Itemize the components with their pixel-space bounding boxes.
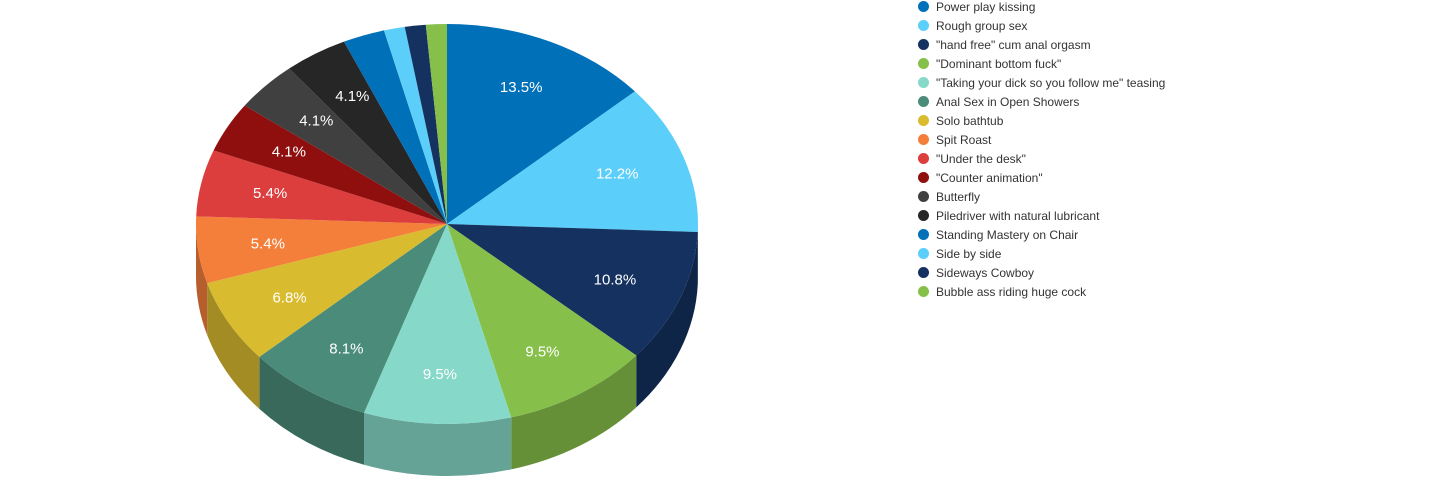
- pie-slice[interactable]: [196, 150, 447, 224]
- slice-percent-label: 4.1%: [272, 143, 306, 160]
- pie-slice[interactable]: [404, 24, 447, 224]
- legend-label: Butterfly: [936, 189, 981, 204]
- pie-slice[interactable]: [244, 68, 447, 224]
- legend-label: "hand free" cum anal orgasm: [936, 37, 1091, 52]
- legend-marker: [918, 115, 929, 126]
- legend-label: "Under the desk": [936, 151, 1026, 166]
- legend-label: Piledriver with natural lubricant: [936, 208, 1100, 223]
- pie-slice-side: [207, 283, 260, 409]
- legend-label: Side by side: [936, 246, 1002, 261]
- legend-marker: [918, 210, 929, 221]
- legend-marker: [918, 229, 929, 240]
- pie-slice[interactable]: [447, 91, 698, 232]
- legend-marker: [918, 172, 929, 183]
- legend-label: Solo bathtub: [936, 113, 1004, 128]
- legend-item[interactable]: Anal Sex in Open Showers: [918, 92, 1165, 111]
- pie-slice[interactable]: [195, 216, 447, 284]
- legend-item[interactable]: Bubble ass riding huge cock: [918, 282, 1165, 301]
- slice-percent-label: 13.5%: [500, 79, 543, 96]
- legend-marker: [918, 96, 929, 107]
- legend-label: "Dominant bottom fuck": [936, 56, 1062, 71]
- legend-label: Power play kissing: [936, 0, 1036, 14]
- pie-slice[interactable]: [289, 41, 447, 224]
- pie-slice[interactable]: [343, 30, 447, 224]
- legend-marker: [918, 134, 929, 145]
- legend-label: Bubble ass riding huge cock: [936, 284, 1087, 299]
- legend-item[interactable]: "Under the desk": [918, 149, 1165, 168]
- legend-item[interactable]: Solo bathtub: [918, 111, 1165, 130]
- legend-marker: [918, 1, 929, 12]
- pie-slice-side: [259, 356, 365, 465]
- legend-label: Rough group sex: [936, 18, 1028, 33]
- slice-percent-label: 4.1%: [299, 112, 333, 129]
- slice-percent-label: 10.8%: [594, 271, 637, 288]
- slice-percent-label: 12.2%: [596, 166, 639, 183]
- pie-slice[interactable]: [364, 224, 512, 425]
- legend-item[interactable]: Side by side: [918, 244, 1165, 263]
- legend-item[interactable]: "hand free" cum anal orgasm: [918, 35, 1165, 54]
- legend-item[interactable]: "Dominant bottom fuck": [918, 54, 1165, 73]
- legend-item[interactable]: Rough group sex: [918, 16, 1165, 35]
- slice-percent-label: 8.1%: [329, 341, 363, 358]
- legend-marker: [918, 39, 929, 50]
- legend-item[interactable]: Spit Roast: [918, 130, 1165, 149]
- chart-legend: Power play kissing Rough group sex "hand f…: [918, 0, 1165, 301]
- legend-label: Standing Mastery on Chair: [936, 227, 1079, 242]
- legend-marker: [918, 153, 929, 164]
- pie-slice[interactable]: [447, 224, 698, 356]
- slice-percent-label: 9.5%: [423, 366, 457, 383]
- legend-marker: [918, 191, 929, 202]
- pie-slice-side: [511, 355, 637, 470]
- legend-item[interactable]: "Counter animation": [918, 168, 1165, 187]
- pie-slice-side: [636, 231, 698, 408]
- slice-percent-label: 9.5%: [525, 343, 559, 360]
- legend-label: "Taking your dick so you follow me" teas…: [936, 75, 1166, 90]
- legend-marker: [918, 267, 929, 278]
- legend-item[interactable]: "Taking your dick so you follow me" teas…: [918, 73, 1165, 92]
- pie-slice[interactable]: [447, 224, 637, 418]
- pie-slice[interactable]: [207, 224, 447, 357]
- pie-slice-side: [196, 224, 208, 336]
- legend-item[interactable]: Piledriver with natural lubricant: [918, 206, 1165, 225]
- legend-label: Anal Sex in Open Showers: [936, 94, 1080, 109]
- legend-marker: [918, 20, 929, 31]
- legend-marker: [918, 286, 929, 297]
- pie-slice-side: [364, 412, 512, 476]
- legend-item[interactable]: Power play kissing: [918, 0, 1165, 16]
- pie-slice[interactable]: [259, 224, 447, 413]
- pie-slice[interactable]: [213, 105, 447, 224]
- legend-label: Sideways Cowboy: [936, 265, 1035, 280]
- legend-item[interactable]: Butterfly: [918, 187, 1165, 206]
- slice-percent-label: 4.1%: [335, 88, 369, 105]
- pie-slice[interactable]: [447, 24, 635, 224]
- legend-marker: [918, 248, 929, 259]
- legend-marker: [918, 77, 929, 88]
- slice-percent-label: 6.8%: [272, 290, 306, 307]
- legend-label: Spit Roast: [936, 132, 992, 147]
- slice-percent-label: 5.4%: [251, 236, 285, 253]
- legend-item[interactable]: Standing Mastery on Chair: [918, 225, 1165, 244]
- legend-marker: [918, 58, 929, 69]
- slice-percent-label: 5.4%: [253, 185, 287, 202]
- pie-slice[interactable]: [425, 24, 447, 224]
- legend-label: "Counter animation": [936, 170, 1043, 185]
- legend-item[interactable]: Sideways Cowboy: [918, 263, 1165, 282]
- pie-slice[interactable]: [383, 26, 447, 225]
